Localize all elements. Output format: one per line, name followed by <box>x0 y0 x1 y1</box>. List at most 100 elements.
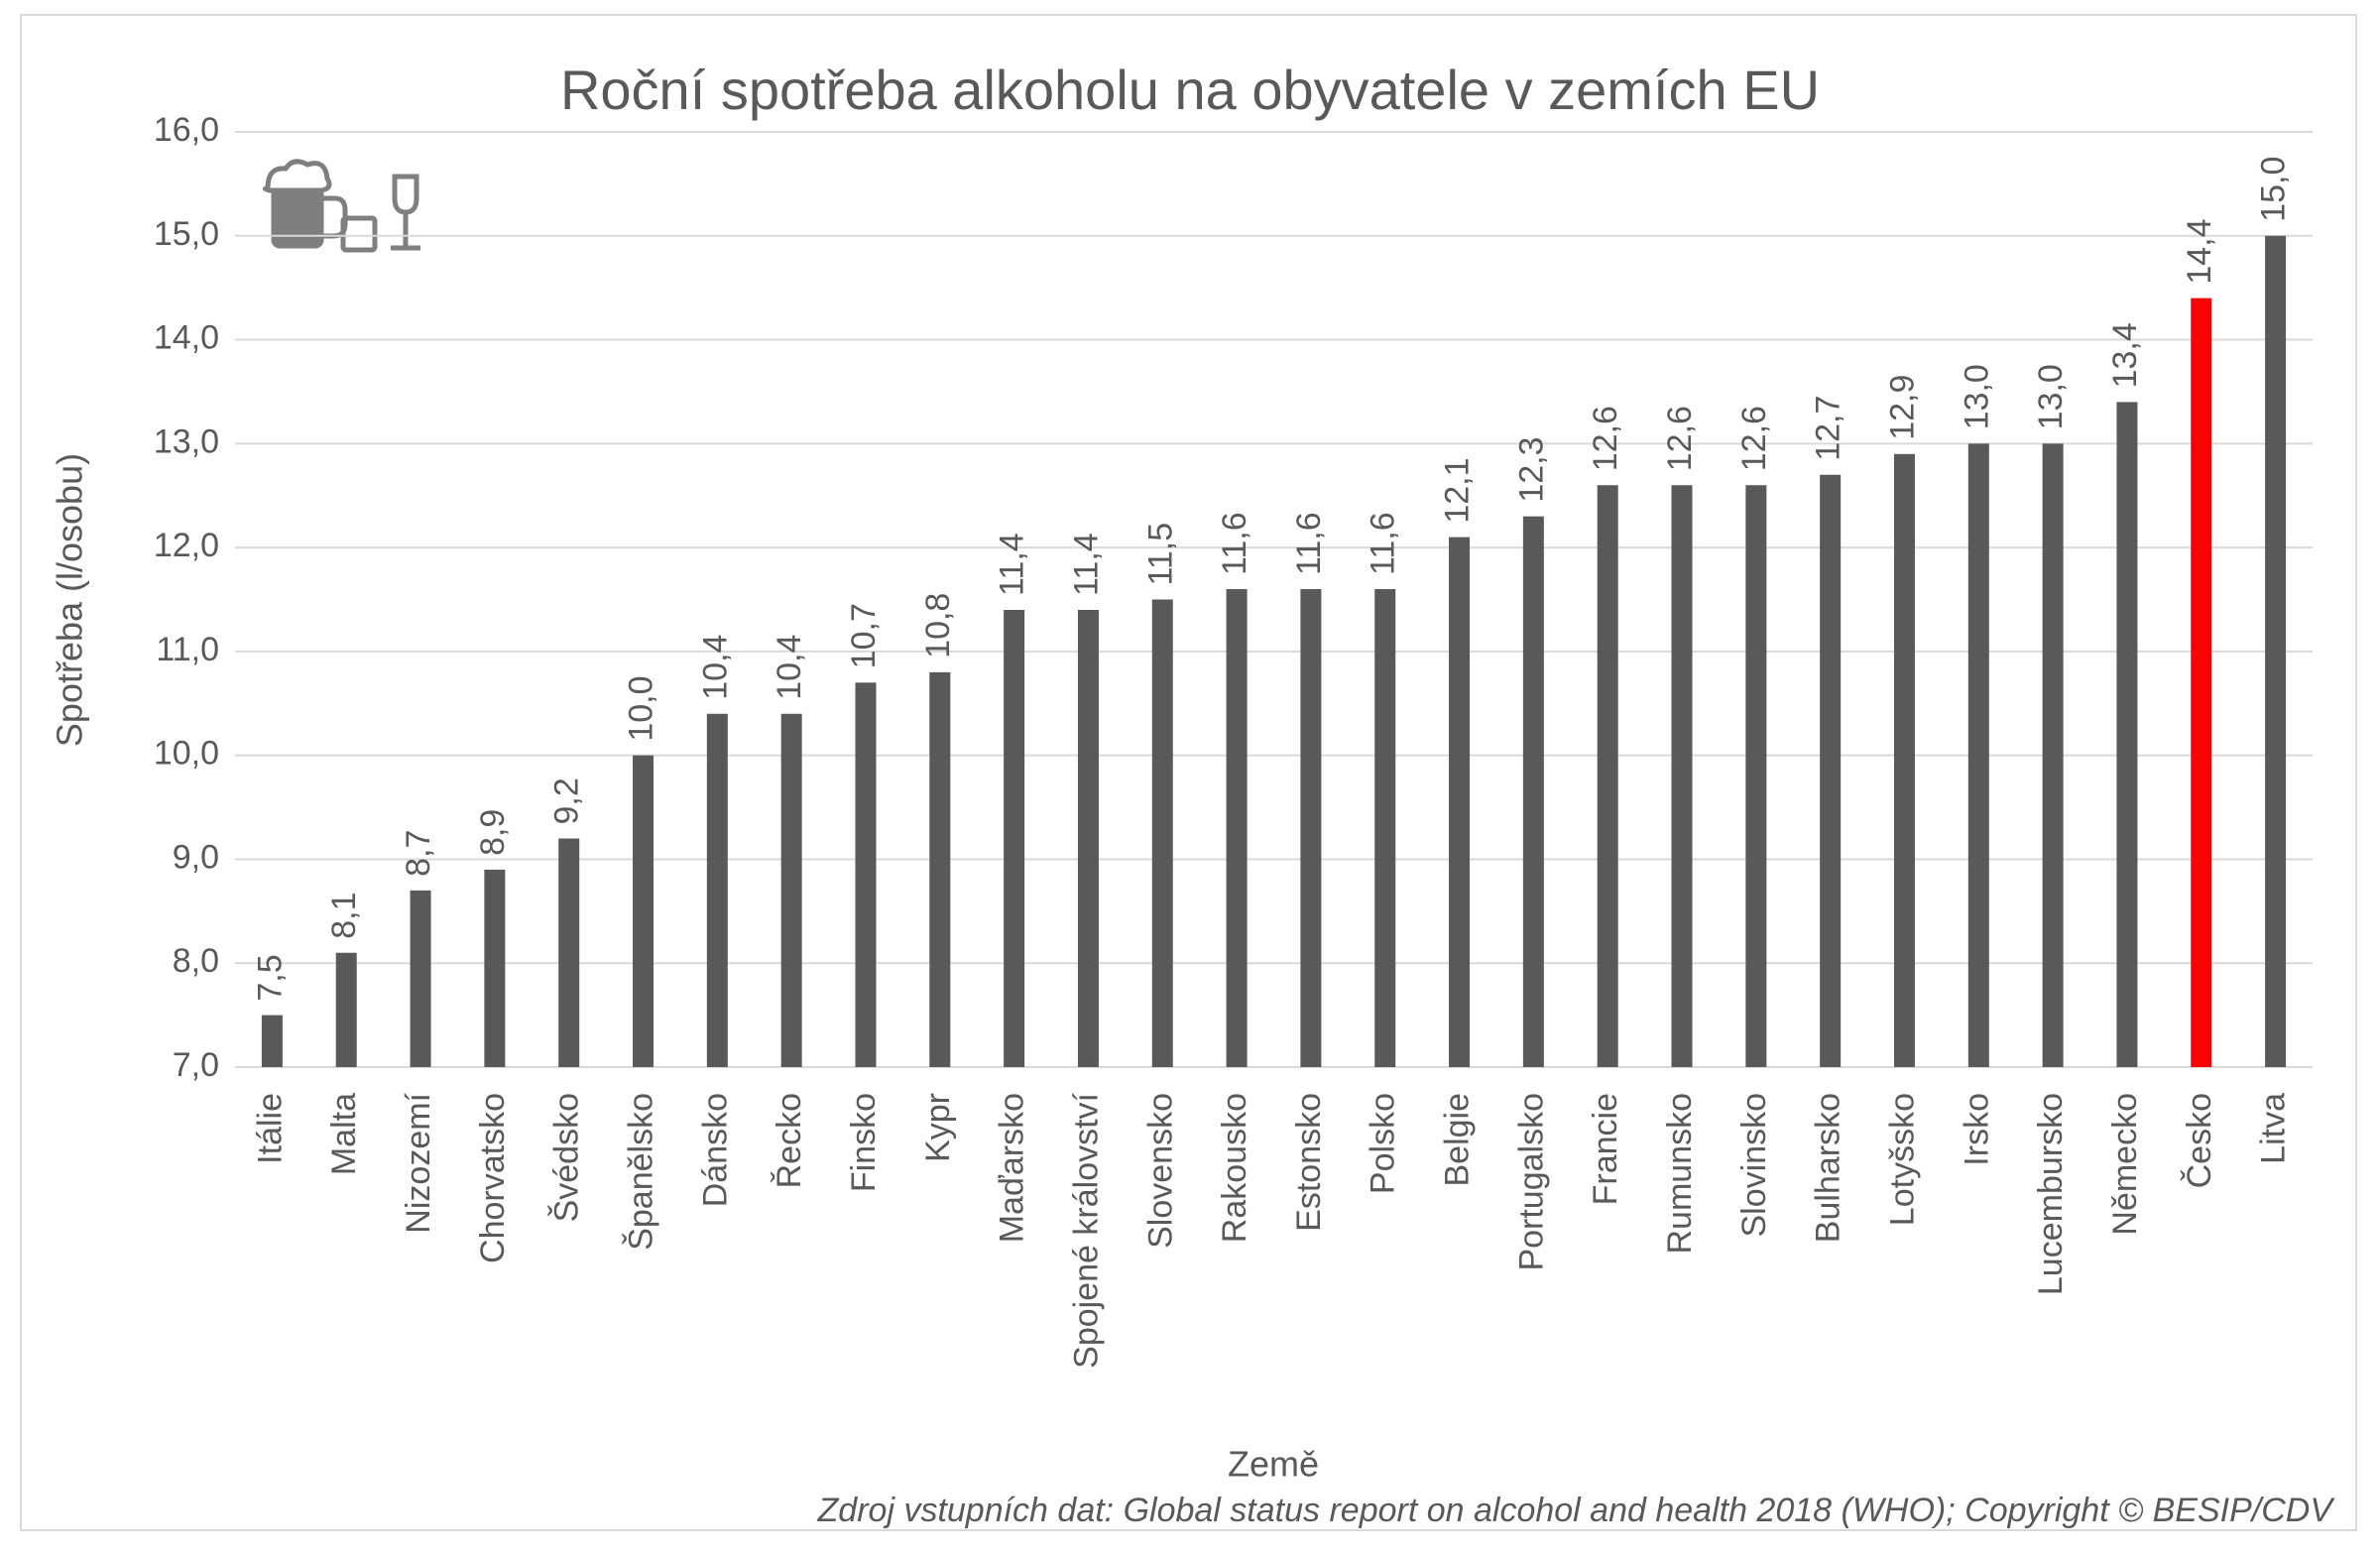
bar <box>2265 235 2287 1067</box>
bar <box>1597 485 1618 1067</box>
data-label: 8,9 <box>474 809 512 856</box>
bar <box>1374 589 1396 1067</box>
data-label: 11,4 <box>994 533 1031 596</box>
x-tick-label: Polsko <box>1365 1093 1402 1194</box>
data-label: 13,4 <box>2106 322 2144 388</box>
bar <box>558 838 580 1067</box>
data-label: 10,0 <box>623 675 660 741</box>
y-tick-label: 8,0 <box>173 942 219 980</box>
data-label: 12,9 <box>1883 375 1921 440</box>
x-tick-label: Řecko <box>771 1093 808 1188</box>
bar <box>1522 516 1544 1067</box>
y-tick-label: 9,0 <box>173 838 219 876</box>
data-label: 7,5 <box>251 954 289 1001</box>
x-tick-label: Lucembursko <box>2032 1093 2070 1295</box>
y-tick-label: 12,0 <box>154 527 219 564</box>
data-label: 12,6 <box>1735 406 1773 471</box>
bar <box>1077 609 1099 1067</box>
data-label: 13,0 <box>1958 364 1995 429</box>
y-axis-title: Spotřeba (l/osobu) <box>50 453 90 747</box>
bar <box>1967 443 1989 1067</box>
data-label: 9,2 <box>548 778 586 824</box>
data-label: 12,6 <box>1661 406 1699 471</box>
data-label: 11,6 <box>1290 512 1328 575</box>
bar <box>780 713 802 1067</box>
x-tick-label: Spojené království <box>1067 1092 1105 1368</box>
data-label: 12,3 <box>1512 436 1550 502</box>
y-tick-label: 14,0 <box>154 319 219 357</box>
y-tick-label: 11,0 <box>156 631 219 668</box>
data-label: 12,6 <box>1587 406 1624 471</box>
x-tick-label: Nizozemí <box>400 1092 437 1233</box>
bar <box>261 1015 283 1067</box>
data-label: 14,4 <box>2181 218 2218 284</box>
x-tick-label: Česko <box>2181 1093 2218 1188</box>
data-label: 11,6 <box>1216 512 1253 575</box>
bar <box>1671 485 1693 1067</box>
y-tick-label: 15,0 <box>154 215 219 253</box>
x-tick-label: Lotyšsko <box>1883 1093 1921 1226</box>
data-label: 11,6 <box>1365 512 1402 575</box>
data-label: 10,4 <box>771 635 808 700</box>
data-label: 12,7 <box>1810 396 1847 461</box>
bar <box>1004 609 1025 1067</box>
bar <box>410 890 431 1067</box>
y-tick-label: 16,0 <box>154 111 219 149</box>
bar <box>2191 298 2212 1068</box>
x-tick-label: Portugalsko <box>1512 1093 1550 1271</box>
bar <box>633 755 654 1067</box>
x-tick-label: Francie <box>1587 1093 1624 1205</box>
chart-title: Roční spotřeba alkoholu na obyvatele v z… <box>560 59 1820 121</box>
x-tick-label: Bulharsko <box>1810 1093 1847 1243</box>
x-tick-label: Slovensko <box>1141 1093 1179 1249</box>
bar <box>1745 485 1767 1067</box>
bar <box>929 671 951 1067</box>
x-tick-label: Rumunsko <box>1661 1093 1699 1255</box>
bar <box>706 713 728 1067</box>
x-tick-label: Rakousko <box>1216 1093 1253 1243</box>
data-label: 12,1 <box>1439 457 1477 523</box>
data-label: 15,0 <box>2255 157 2293 222</box>
x-tick-label: Kypr <box>919 1093 957 1162</box>
data-label: 11,4 <box>1067 533 1105 596</box>
chart-frame <box>20 14 2357 1531</box>
bar <box>1151 599 1173 1067</box>
y-tick-label: 13,0 <box>154 422 219 460</box>
bar <box>1226 589 1248 1067</box>
bar <box>1820 474 1842 1067</box>
x-tick-label: Finsko <box>845 1093 883 1192</box>
bar <box>484 869 506 1067</box>
data-label: 10,4 <box>696 635 734 700</box>
data-label: 8,1 <box>325 892 363 938</box>
data-label: 13,0 <box>2032 364 2070 429</box>
x-tick-label: Belgie <box>1439 1093 1477 1187</box>
y-tick-label: 10,0 <box>154 735 219 773</box>
bar <box>1300 589 1322 1067</box>
data-label: 8,7 <box>400 830 437 877</box>
x-tick-label: Dánsko <box>696 1093 734 1207</box>
source-note: Zdroj vstupních dat: Global status repor… <box>817 1492 2336 1529</box>
bar <box>2116 402 2138 1067</box>
x-tick-label: Chorvatsko <box>474 1093 512 1263</box>
data-label: 10,8 <box>919 593 957 659</box>
bar <box>335 952 357 1067</box>
data-label: 10,7 <box>845 603 883 668</box>
x-tick-label: Maďarsko <box>994 1093 1031 1243</box>
x-tick-label: Estonsko <box>1290 1093 1328 1232</box>
x-axis-title: Země <box>1228 1444 1319 1485</box>
x-tick-label: Švédsko <box>548 1093 586 1222</box>
bar <box>855 682 877 1067</box>
bar <box>2042 443 2064 1067</box>
bar <box>1449 537 1471 1067</box>
x-tick-label: Slovinsko <box>1735 1093 1773 1238</box>
x-tick-label: Německo <box>2106 1093 2144 1236</box>
x-tick-label: Španělsko <box>623 1093 660 1251</box>
x-tick-label: Irsko <box>1958 1093 1995 1166</box>
x-tick-label: Malta <box>325 1093 363 1175</box>
bar <box>1893 453 1915 1067</box>
x-tick-label: Litva <box>2255 1093 2293 1164</box>
x-tick-label: Itálie <box>251 1093 289 1164</box>
drinks-icon <box>262 159 420 253</box>
